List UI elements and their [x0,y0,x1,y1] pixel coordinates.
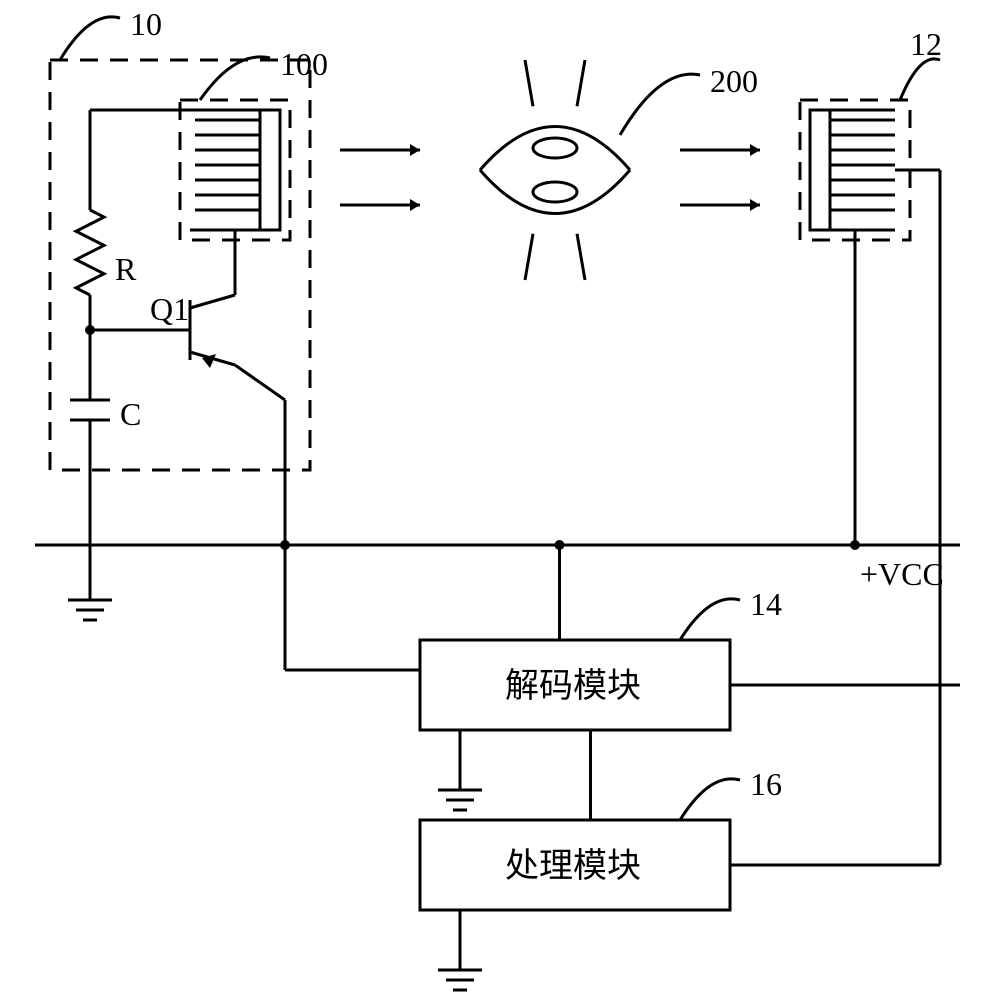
svg-text:R: R [115,251,137,287]
svg-text:16: 16 [750,766,782,802]
svg-text:处理模块: 处理模块 [505,847,641,885]
svg-text:10: 10 [130,6,162,42]
svg-text:解码模块: 解码模块 [505,667,641,705]
svg-text:Q1: Q1 [150,291,189,327]
svg-text:100: 100 [280,46,328,82]
svg-text:200: 200 [710,63,758,99]
svg-text:14: 14 [750,586,782,622]
svg-text:12: 12 [910,26,942,62]
svg-text:+VCC: +VCC [860,556,944,592]
svg-text:C: C [120,396,141,432]
